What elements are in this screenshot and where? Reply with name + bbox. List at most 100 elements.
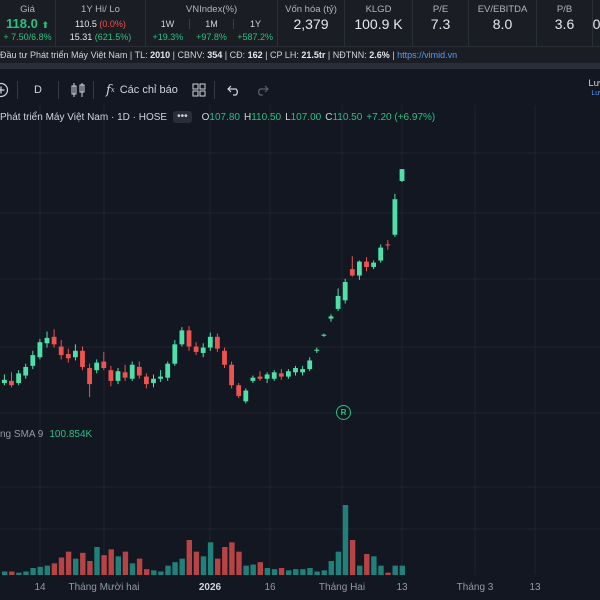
layout-grid-icon[interactable] (192, 83, 206, 97)
candle-body (186, 330, 192, 347)
candle-body (51, 336, 57, 345)
candle-body (314, 349, 320, 351)
volume-bar (364, 554, 370, 575)
candle-body (264, 374, 270, 379)
candle-body (58, 346, 64, 356)
candle-body (65, 354, 71, 359)
candle-style-icon[interactable] (71, 82, 85, 98)
volume-bar (293, 569, 299, 575)
candle-body (271, 372, 277, 379)
volume-bar (349, 540, 356, 575)
ev-ebitda-label: EV/EBITDA (477, 4, 528, 15)
candle-body (371, 262, 376, 267)
volume-bar (314, 571, 320, 575)
volume-bar (151, 570, 157, 575)
volume-bar (23, 571, 29, 575)
pe-label: P/E (432, 4, 449, 15)
vnindex-period-1w[interactable]: 1W (146, 18, 190, 29)
candle-body (122, 372, 128, 378)
candle-body (293, 368, 298, 373)
symbol-title: Phát triển Máy Việt Nam · 1D · HOSE (0, 111, 168, 123)
volume-bar (129, 563, 136, 575)
company-info: Đầu tư Phát triển Máy Việt Nam | TL: 201… (0, 46, 600, 63)
company-website-link[interactable]: https://vimid.vn (397, 50, 458, 60)
candle-body (179, 330, 185, 345)
volume-bar (236, 551, 242, 575)
legend-close: 110.50 (332, 111, 363, 123)
legend-high: 110.50 (251, 111, 282, 123)
candle-body (30, 355, 36, 366)
volume-bar (37, 566, 43, 575)
volume-bar (87, 561, 93, 575)
candle-body (44, 337, 50, 344)
volume-bar (271, 569, 278, 575)
candle-body (243, 390, 249, 402)
company-cbnv: 354 (207, 50, 223, 60)
volume-bar (73, 558, 79, 575)
candle-body (2, 379, 7, 384)
volume-bar (378, 565, 384, 575)
volume-bar (222, 547, 228, 575)
volume-bar (215, 558, 221, 575)
x-tick-label: Tháng Hai (318, 582, 366, 593)
candle-body (165, 363, 171, 378)
event-marker[interactable]: R (336, 405, 351, 420)
undo-icon[interactable] (226, 84, 241, 96)
volume-bar (307, 568, 313, 575)
company-cplh: 21.5tr (301, 50, 326, 60)
price-change: + 7.50/6.8% (3, 32, 52, 42)
candle-body (286, 371, 291, 377)
candlestick-chart[interactable] (0, 69, 600, 600)
redo-icon[interactable] (255, 84, 269, 96)
volume-bar (342, 505, 349, 575)
candle-body (94, 362, 100, 371)
volume-sma-legend: ng SMA 9 100.854K (0, 429, 92, 440)
volume-bar (392, 565, 398, 575)
save-menu[interactable]: Lư Lư (588, 78, 600, 98)
add-icon[interactable] (0, 82, 9, 98)
volume-bar (371, 556, 377, 575)
candle-body (172, 344, 178, 364)
volume-bar (101, 555, 107, 575)
company-tl: 2010 (150, 50, 171, 60)
volume-bar (250, 564, 256, 575)
candle-body (37, 342, 43, 358)
vnindex-period-1m[interactable]: 1M (190, 18, 234, 29)
candle-body (115, 371, 121, 381)
candle-body (257, 376, 263, 379)
candle-body (222, 350, 227, 365)
interval-button[interactable]: D (34, 84, 42, 96)
candle-body (101, 361, 107, 368)
candle-body (378, 247, 384, 261)
stat-price: Giá 118.0 ⬆ + 7.50/6.8% (0, 0, 56, 46)
volume-bar (158, 571, 164, 575)
pb-value: 3.6 (554, 15, 575, 32)
company-cd: 162 (247, 50, 263, 60)
candle-body (23, 366, 29, 376)
volume-bar (144, 569, 150, 575)
more-options-button[interactable]: ••• (173, 111, 192, 123)
stat-market-cap: Vốn hóa (tỷ) 2,379 (278, 0, 345, 46)
stat-pb: P/B 3.6 (537, 0, 593, 46)
legend-open: 107.80 (209, 111, 240, 123)
x-tick-label: Tháng Mười hai (68, 582, 140, 593)
volume-bar (51, 563, 58, 575)
vnindex-period-1y[interactable]: 1Y (249, 18, 261, 29)
volume-bar (44, 565, 50, 575)
candle-body (236, 385, 242, 396)
volume-bar (186, 540, 192, 575)
volume-bar (278, 568, 285, 575)
x-tick-label: 13 (529, 582, 541, 593)
candle-body (215, 336, 220, 349)
volume-bar (300, 569, 306, 575)
legend-low: 107.00 (290, 111, 322, 123)
candle-body (335, 295, 341, 309)
cut-value: 0 (592, 15, 600, 32)
volume-bar (264, 568, 271, 575)
candle-body (193, 346, 199, 352)
indicators-label: Các chỉ báo (119, 84, 178, 96)
company-ndtnn: 2.6% (369, 50, 390, 60)
